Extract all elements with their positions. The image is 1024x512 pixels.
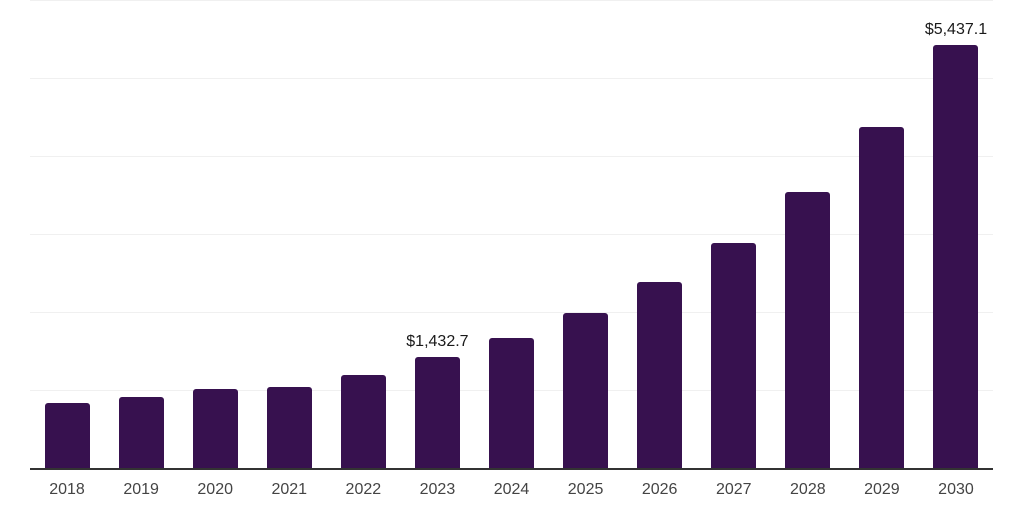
x-axis-line: [30, 468, 993, 470]
x-tick-label-2027: 2027: [715, 481, 752, 498]
x-tick-label-2026: 2026: [641, 481, 678, 498]
bar-value-label-2030: $5,437.1: [924, 20, 988, 38]
bar-2020: [192, 389, 238, 469]
bar-2022: [340, 375, 386, 469]
x-tick-label-2029: 2029: [864, 481, 900, 498]
bar-2027: [711, 242, 757, 469]
x-tick-label-2023: 2023: [419, 481, 456, 498]
bar-2019: [118, 396, 164, 469]
x-axis-labels: 2018 2019 2020 2021 2022 2023 2024 2025 2026 2027…: [30, 481, 993, 499]
bar-2028: [785, 192, 831, 469]
bar-2026: [637, 281, 683, 469]
x-tick-label-2021: 2021: [271, 481, 308, 498]
bar-2018: [44, 402, 90, 469]
bar-2025: [563, 313, 609, 469]
x-tick-label-2028: 2028: [790, 481, 826, 498]
x-tick-label-2030: 2030: [938, 481, 974, 498]
x-tick-label-2019: 2019: [123, 481, 159, 498]
x-tick-label-2020: 2020: [197, 481, 233, 498]
bar-2030: [933, 44, 979, 469]
bar-2023: [414, 357, 460, 469]
bar-2029: [859, 126, 905, 469]
gridline: [30, 0, 993, 1]
gridline: [30, 234, 993, 235]
plot-area: $1,432.7 $5,437.1: [30, 0, 993, 470]
gridline: [30, 156, 993, 157]
bar-2024: [489, 338, 534, 469]
x-tick-label-2022: 2022: [345, 481, 382, 498]
gridline: [30, 312, 993, 313]
x-tick-label-2024: 2024: [493, 481, 530, 498]
gridline: [30, 78, 993, 79]
x-tick-label-2018: 2018: [49, 481, 85, 498]
bar-2021: [266, 387, 312, 469]
x-tick-label-2025: 2025: [567, 481, 604, 498]
bar-value-label-2023: $1,432.7: [406, 333, 469, 351]
